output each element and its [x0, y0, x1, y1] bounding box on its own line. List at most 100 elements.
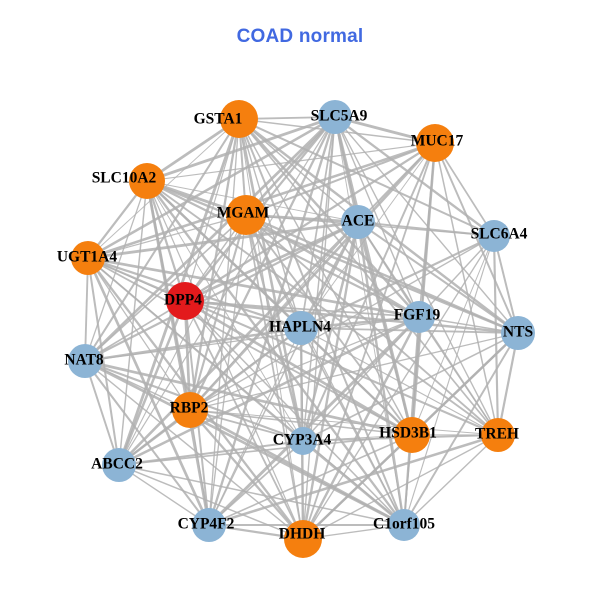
edge: [184, 299, 519, 335]
node-circle-dhdh[interactable]: [284, 520, 322, 558]
edge: [118, 464, 210, 526]
edge: [245, 214, 499, 436]
edge: [189, 221, 359, 411]
node-circle-hsd3b1[interactable]: [394, 417, 430, 453]
edge: [189, 409, 304, 442]
graph-node[interactable]: RBP2: [170, 392, 209, 428]
node-label-slc6a4: SLC6A4: [471, 226, 528, 243]
edge: [334, 116, 519, 334]
graph-node[interactable]: ABCC2: [91, 448, 143, 482]
edge: [302, 434, 499, 540]
edge: [356, 221, 414, 436]
edge: [84, 326, 302, 363]
node-label-nts: NTS: [503, 324, 533, 341]
node-label-hapln4: HAPLN4: [269, 319, 331, 336]
node-circle-fgf19[interactable]: [403, 301, 435, 333]
node-circle-abcc2[interactable]: [102, 448, 136, 482]
edge: [87, 141, 436, 260]
edge: [357, 221, 495, 237]
graph-node[interactable]: SLC5A9: [311, 100, 368, 134]
edge: [84, 116, 336, 362]
node-circle-hapln4[interactable]: [284, 311, 318, 345]
graph-node[interactable]: SLC10A2: [92, 163, 165, 199]
node-label-ugt1a4: UGT1A4: [57, 249, 118, 266]
edge: [208, 327, 302, 526]
edge: [87, 220, 359, 260]
edge: [238, 118, 420, 318]
graph-node[interactable]: C1orf105: [373, 509, 435, 541]
graph-node[interactable]: DPP4: [164, 282, 204, 320]
graph-node[interactable]: CYP4F2: [178, 508, 235, 542]
node-label-fgf19: FGF19: [394, 307, 441, 324]
node-circle-ace[interactable]: [341, 205, 375, 239]
graph-node[interactable]: DHDH: [279, 520, 326, 558]
graph-node[interactable]: SLC6A4: [471, 220, 528, 252]
edge: [87, 214, 247, 259]
edge: [87, 256, 420, 319]
node-circle-treh[interactable]: [481, 418, 515, 452]
node-label-dpp4: DPP4: [164, 292, 202, 309]
node-circle-ugt1a4[interactable]: [71, 241, 105, 275]
edge: [403, 332, 519, 526]
edge: [84, 300, 186, 362]
edge: [84, 257, 89, 362]
graph-node[interactable]: ACE: [341, 205, 375, 239]
edge: [357, 221, 519, 334]
node-label-gsta1: GSTA1: [194, 111, 243, 128]
node-circle-slc6a4[interactable]: [478, 220, 510, 252]
graph-node[interactable]: FGF19: [394, 301, 441, 333]
node-circle-mgam[interactable]: [226, 195, 266, 235]
node-circle-muc17[interactable]: [416, 124, 454, 162]
edge: [208, 434, 413, 526]
edge: [87, 257, 191, 411]
node-label-cyp3a4: CYP3A4: [273, 432, 332, 449]
node-circle-dpp4[interactable]: [166, 282, 204, 320]
node-label-abcc2: ABCC2: [91, 456, 143, 473]
edge: [245, 213, 519, 335]
graph-node[interactable]: CYP3A4: [273, 427, 332, 455]
edge: [238, 118, 499, 436]
edge: [496, 332, 520, 436]
node-circle-slc10a2[interactable]: [129, 163, 165, 199]
node-circle-cyp3a4[interactable]: [289, 427, 317, 455]
node-circle-c1orf105[interactable]: [388, 509, 420, 541]
node-label-muc17: MUC17: [411, 133, 464, 150]
node-label-mgam: MGAM: [217, 205, 270, 222]
edge: [208, 214, 247, 526]
node-label-c1orf105: C1orf105: [373, 516, 435, 533]
graph-node[interactable]: UGT1A4: [57, 241, 118, 275]
edge: [146, 180, 499, 436]
edge: [118, 214, 247, 466]
edge: [301, 316, 421, 540]
node-circle-gsta1[interactable]: [220, 100, 258, 138]
edge: [418, 235, 495, 318]
node-circle-nat8[interactable]: [68, 344, 102, 378]
node-circle-slc5a9[interactable]: [318, 100, 352, 134]
graph-node[interactable]: HAPLN4: [269, 311, 331, 345]
graph-node[interactable]: NAT8: [64, 344, 104, 378]
edge: [189, 409, 304, 540]
graph-node[interactable]: GSTA1: [194, 100, 258, 138]
graph-node[interactable]: MGAM: [217, 195, 270, 235]
edge: [184, 220, 359, 303]
edge: [300, 235, 495, 329]
graph-node[interactable]: HSD3B1: [379, 417, 437, 453]
edge: [300, 315, 420, 330]
node-circle-rbp2[interactable]: [172, 392, 208, 428]
edge: [84, 360, 120, 466]
node-circle-cyp4f2[interactable]: [192, 508, 226, 542]
edge: [300, 327, 519, 334]
edge: [118, 439, 304, 467]
edge: [418, 316, 499, 436]
node-label-slc10a2: SLC10A2: [92, 170, 157, 187]
graph-node[interactable]: NTS: [501, 316, 535, 350]
graph-node[interactable]: TREH: [475, 418, 519, 452]
edge: [356, 221, 406, 526]
edge: [84, 359, 413, 437]
graph-node[interactable]: MUC17: [411, 124, 464, 162]
node-label-slc5a9: SLC5A9: [311, 108, 368, 125]
edge: [301, 221, 360, 442]
node-label-ace: ACE: [342, 213, 375, 230]
node-circle-nts[interactable]: [501, 316, 535, 350]
